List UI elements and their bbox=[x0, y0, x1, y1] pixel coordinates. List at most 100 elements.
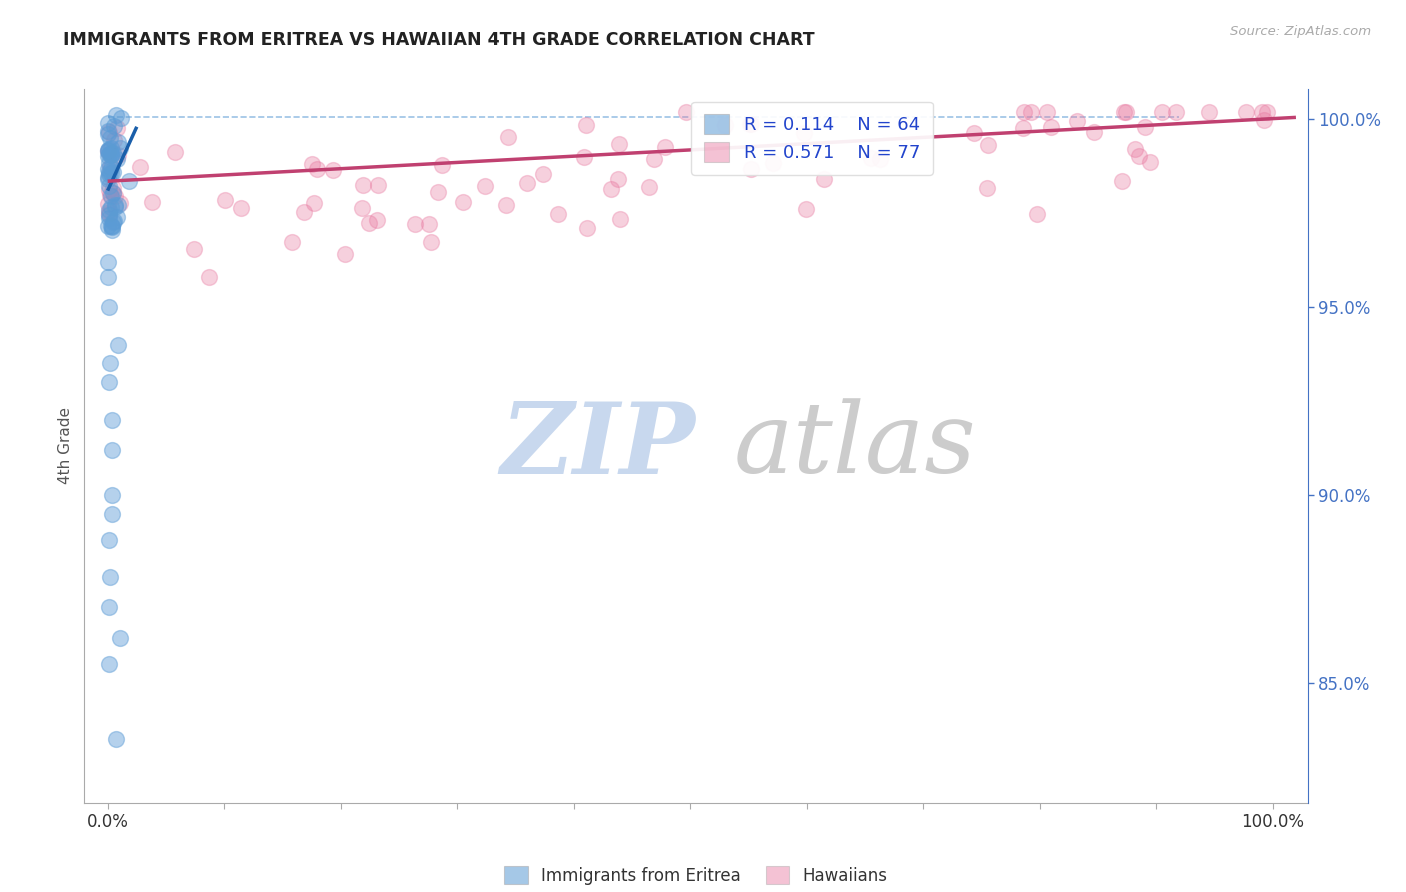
Point bbox=[100, 166, 122, 180]
Point bbox=[108, 196, 131, 211]
Point bbox=[813, 172, 835, 186]
Point bbox=[302, 195, 325, 210]
Point bbox=[294, 205, 316, 219]
Point bbox=[976, 181, 998, 195]
Point bbox=[367, 178, 389, 192]
Point bbox=[103, 133, 125, 147]
Point bbox=[101, 186, 124, 200]
Point bbox=[1234, 104, 1257, 119]
Point bbox=[100, 161, 122, 176]
Point bbox=[1133, 120, 1156, 135]
Point bbox=[97, 146, 120, 161]
Point bbox=[108, 141, 131, 155]
Point bbox=[101, 145, 124, 160]
Point bbox=[107, 337, 129, 351]
Point bbox=[97, 171, 120, 186]
Point bbox=[474, 179, 496, 194]
Point bbox=[547, 207, 569, 221]
Point bbox=[1152, 105, 1174, 120]
Point bbox=[98, 187, 121, 202]
Point bbox=[103, 120, 125, 134]
Point bbox=[101, 413, 124, 427]
Point bbox=[1198, 104, 1220, 119]
Point bbox=[98, 203, 121, 218]
Point bbox=[97, 162, 120, 177]
Point bbox=[98, 179, 121, 194]
Point bbox=[98, 130, 121, 145]
Point bbox=[100, 442, 122, 457]
Point bbox=[214, 194, 236, 208]
Point bbox=[97, 169, 120, 184]
Point bbox=[198, 270, 221, 285]
Point bbox=[105, 211, 128, 225]
Point bbox=[100, 200, 122, 214]
Point bbox=[97, 145, 120, 159]
Point bbox=[101, 223, 124, 237]
Point bbox=[101, 186, 124, 201]
Point bbox=[638, 180, 661, 194]
Point bbox=[97, 600, 120, 615]
Point bbox=[1026, 207, 1049, 221]
Point bbox=[1253, 113, 1275, 128]
Point bbox=[98, 165, 121, 179]
Point bbox=[420, 235, 443, 249]
Point bbox=[97, 207, 120, 221]
Point bbox=[575, 118, 598, 132]
Point bbox=[762, 156, 785, 170]
Point bbox=[98, 160, 121, 174]
Text: IMMIGRANTS FROM ERITREA VS HAWAIIAN 4TH GRADE CORRELATION CHART: IMMIGRANTS FROM ERITREA VS HAWAIIAN 4TH … bbox=[63, 31, 815, 49]
Point bbox=[108, 631, 131, 645]
Point bbox=[305, 162, 328, 177]
Point bbox=[100, 140, 122, 154]
Point bbox=[1019, 104, 1042, 119]
Point bbox=[675, 104, 697, 119]
Point bbox=[322, 162, 344, 177]
Point bbox=[740, 117, 762, 131]
Point bbox=[713, 118, 735, 132]
Point bbox=[432, 158, 454, 172]
Point bbox=[1014, 104, 1036, 119]
Point bbox=[575, 220, 598, 235]
Point bbox=[105, 121, 128, 136]
Point bbox=[1251, 104, 1274, 119]
Legend: Immigrants from Eritrea, Hawaiians: Immigrants from Eritrea, Hawaiians bbox=[496, 857, 896, 892]
Point bbox=[183, 242, 205, 256]
Point bbox=[104, 189, 127, 203]
Point bbox=[609, 211, 631, 226]
Point bbox=[104, 108, 127, 122]
Point bbox=[100, 219, 122, 233]
Point bbox=[1114, 104, 1136, 119]
Point bbox=[163, 145, 186, 159]
Point bbox=[101, 219, 124, 233]
Point bbox=[1128, 148, 1150, 162]
Point bbox=[426, 185, 449, 199]
Point bbox=[100, 148, 122, 162]
Point bbox=[97, 143, 120, 157]
Text: Source: ZipAtlas.com: Source: ZipAtlas.com bbox=[1230, 25, 1371, 38]
Point bbox=[97, 197, 120, 211]
Point bbox=[98, 142, 121, 156]
Point bbox=[97, 124, 120, 138]
Point bbox=[404, 217, 426, 231]
Point bbox=[97, 270, 120, 285]
Point bbox=[496, 130, 519, 145]
Point bbox=[97, 255, 120, 269]
Point bbox=[98, 570, 121, 584]
Point bbox=[97, 116, 120, 130]
Point bbox=[97, 125, 120, 139]
Point bbox=[100, 148, 122, 162]
Point bbox=[118, 174, 141, 188]
Point bbox=[97, 145, 120, 159]
Text: ZIP: ZIP bbox=[501, 398, 696, 494]
Point bbox=[97, 149, 120, 163]
Point bbox=[107, 148, 129, 162]
Text: atlas: atlas bbox=[734, 399, 976, 493]
Point bbox=[495, 197, 517, 211]
Point bbox=[740, 162, 762, 177]
Point bbox=[101, 215, 124, 229]
Point bbox=[101, 219, 124, 234]
Point bbox=[977, 137, 1000, 152]
Point bbox=[1036, 104, 1059, 119]
Point bbox=[281, 235, 304, 249]
Point bbox=[1256, 104, 1278, 119]
